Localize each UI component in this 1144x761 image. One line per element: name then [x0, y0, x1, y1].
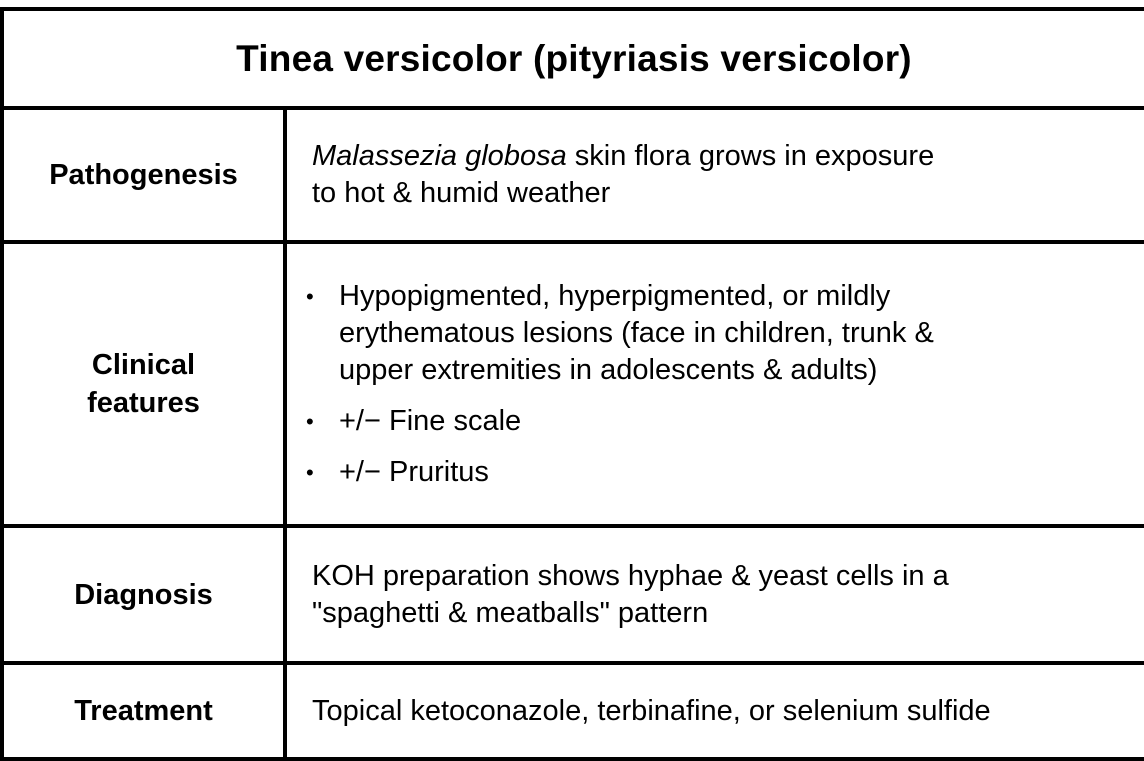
row-divider [0, 524, 1144, 528]
pathogenesis-line1-rest: skin flora grows in exposure [566, 140, 935, 172]
clinical-features-list: • Hypopigmented, hyperpigmented, or mild… [305, 278, 934, 491]
list-item-line: +/− Pruritus [339, 455, 489, 488]
pathogenesis-text: Malassezia globosa skin flora grows in e… [312, 138, 934, 212]
bullet-icon: • [306, 408, 314, 434]
row-label-text: Clinical features [87, 346, 200, 422]
row-content-clinical-features: • Hypopigmented, hyperpigmented, or mild… [287, 244, 1144, 524]
list-item-line: +/− Fine scale [339, 404, 522, 437]
row-content-diagnosis: KOH preparation shows hyphae & yeast cel… [287, 528, 1144, 661]
table-border-bottom [0, 757, 1144, 761]
row-label-diagnosis: Diagnosis [4, 528, 283, 661]
list-item-line: Hypopigmented, hyperpigmented, or mildly [339, 279, 891, 312]
row-divider [0, 661, 1144, 665]
list-item-line: erythematous lesions (face in children, … [339, 316, 934, 349]
table-border-top [0, 7, 1144, 11]
diagnosis-line1: KOH preparation shows hyphae & yeast cel… [312, 559, 949, 592]
row-content-pathogenesis: Malassezia globosa skin flora grows in e… [287, 110, 1144, 240]
bullet-icon: • [306, 283, 314, 309]
table-border-left [0, 7, 4, 761]
row-label-text: Pathogenesis [49, 159, 238, 191]
bullet-icon: • [306, 459, 314, 485]
row-label-pathogenesis: Pathogenesis [4, 110, 283, 240]
list-item: • +/− Fine scale [305, 403, 934, 440]
row-label-clinical-features: Clinical features [4, 244, 283, 524]
list-item: • Hypopigmented, hyperpigmented, or mild… [305, 278, 934, 389]
list-item: • +/− Pruritus [305, 454, 934, 491]
row-content-treatment: Topical ketoconazole, terbinafine, or se… [287, 665, 1144, 757]
label-line: Clinical [91, 349, 196, 381]
diagnosis-text: KOH preparation shows hyphae & yeast cel… [312, 558, 949, 632]
column-divider [283, 106, 287, 761]
row-divider [0, 106, 1144, 110]
row-label-text: Treatment [74, 695, 213, 727]
label-line: features [87, 387, 200, 419]
diagnosis-line2: "spaghetti & meatballs" pattern [312, 596, 709, 629]
organism-name: Malassezia globosa [312, 140, 567, 172]
pathogenesis-line2: to hot & humid weather [312, 177, 611, 209]
row-label-treatment: Treatment [4, 665, 283, 757]
treatment-text: Topical ketoconazole, terbinafine, or se… [312, 694, 991, 727]
list-item-line: upper extremities in adolescents & adult… [339, 353, 878, 386]
table-title: Tinea versicolor (pityriasis versicolor) [236, 37, 912, 79]
row-label-text: Diagnosis [74, 578, 213, 611]
row-divider [0, 240, 1144, 244]
